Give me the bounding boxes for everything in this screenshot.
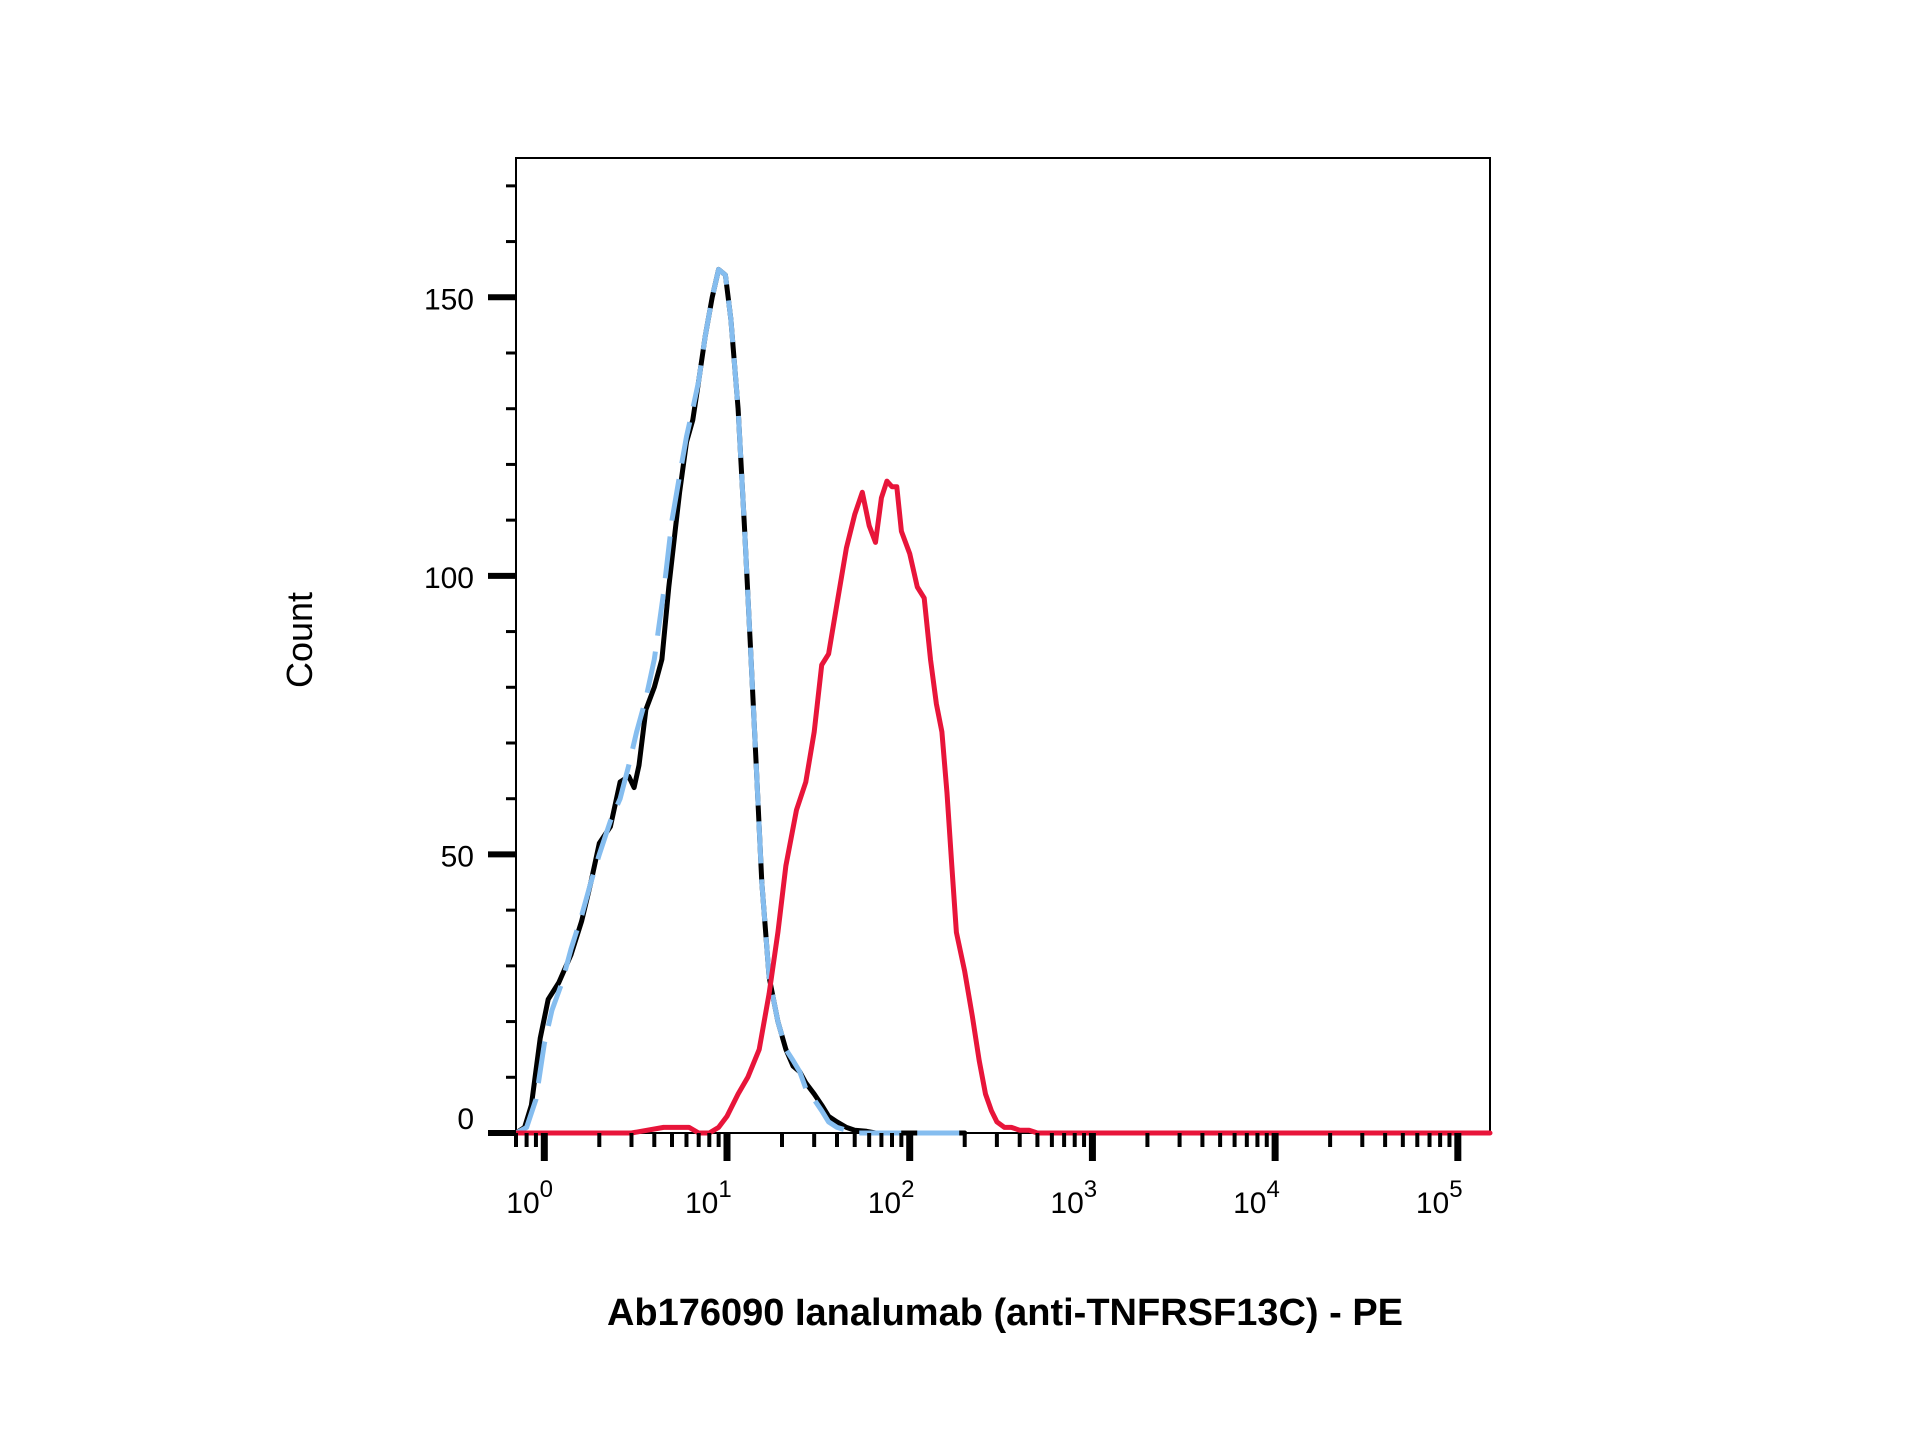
plot-frame [515, 157, 1491, 1134]
y-tick-label: 150 [424, 283, 474, 316]
y-axis-label: Count [279, 592, 320, 688]
y-tick-label: 0 [457, 1103, 474, 1136]
series-line-3 [513, 478, 1493, 1136]
x-tick-label: 104 [1233, 1176, 1280, 1220]
x-tick-label: 103 [1050, 1176, 1097, 1220]
x-axis: 100 101 102 103 104 105 [506, 1133, 1463, 1220]
y-tick-label: 100 [424, 562, 474, 595]
x-tick-label: 105 [1416, 1176, 1463, 1220]
x-tick-label: 101 [685, 1176, 732, 1220]
series-line-1 [513, 266, 968, 1136]
y-axis: 0 50 100 150 [424, 184, 516, 1136]
series-line-2 [514, 266, 965, 1136]
x-tick-label: 102 [868, 1176, 915, 1220]
y-tick-label: 50 [441, 840, 474, 873]
x-tick-label: 100 [506, 1176, 553, 1220]
x-axis-label: Ab176090 Ianalumab (anti-TNFRSF13C) - PE [607, 1292, 1403, 1334]
series-layer [513, 266, 1493, 1136]
